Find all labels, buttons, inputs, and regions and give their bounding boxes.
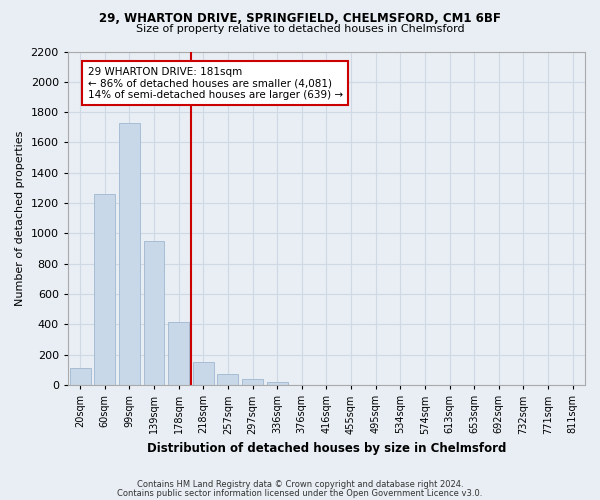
Text: 29 WHARTON DRIVE: 181sqm
← 86% of detached houses are smaller (4,081)
14% of sem: 29 WHARTON DRIVE: 181sqm ← 86% of detach…	[88, 66, 343, 100]
Bar	[242, 379, 263, 385]
X-axis label: Distribution of detached houses by size in Chelmsford: Distribution of detached houses by size …	[147, 442, 506, 455]
Bar	[119, 123, 140, 385]
Text: Contains HM Land Registry data © Crown copyright and database right 2024.: Contains HM Land Registry data © Crown c…	[137, 480, 463, 489]
Bar	[143, 241, 164, 385]
Bar	[168, 322, 189, 385]
Bar	[217, 374, 238, 385]
Text: Size of property relative to detached houses in Chelmsford: Size of property relative to detached ho…	[136, 24, 464, 34]
Text: Contains public sector information licensed under the Open Government Licence v3: Contains public sector information licen…	[118, 488, 482, 498]
Bar	[94, 194, 115, 385]
Y-axis label: Number of detached properties: Number of detached properties	[15, 130, 25, 306]
Bar	[266, 382, 287, 385]
Bar	[193, 362, 214, 385]
Bar	[70, 368, 91, 385]
Text: 29, WHARTON DRIVE, SPRINGFIELD, CHELMSFORD, CM1 6BF: 29, WHARTON DRIVE, SPRINGFIELD, CHELMSFO…	[99, 12, 501, 26]
